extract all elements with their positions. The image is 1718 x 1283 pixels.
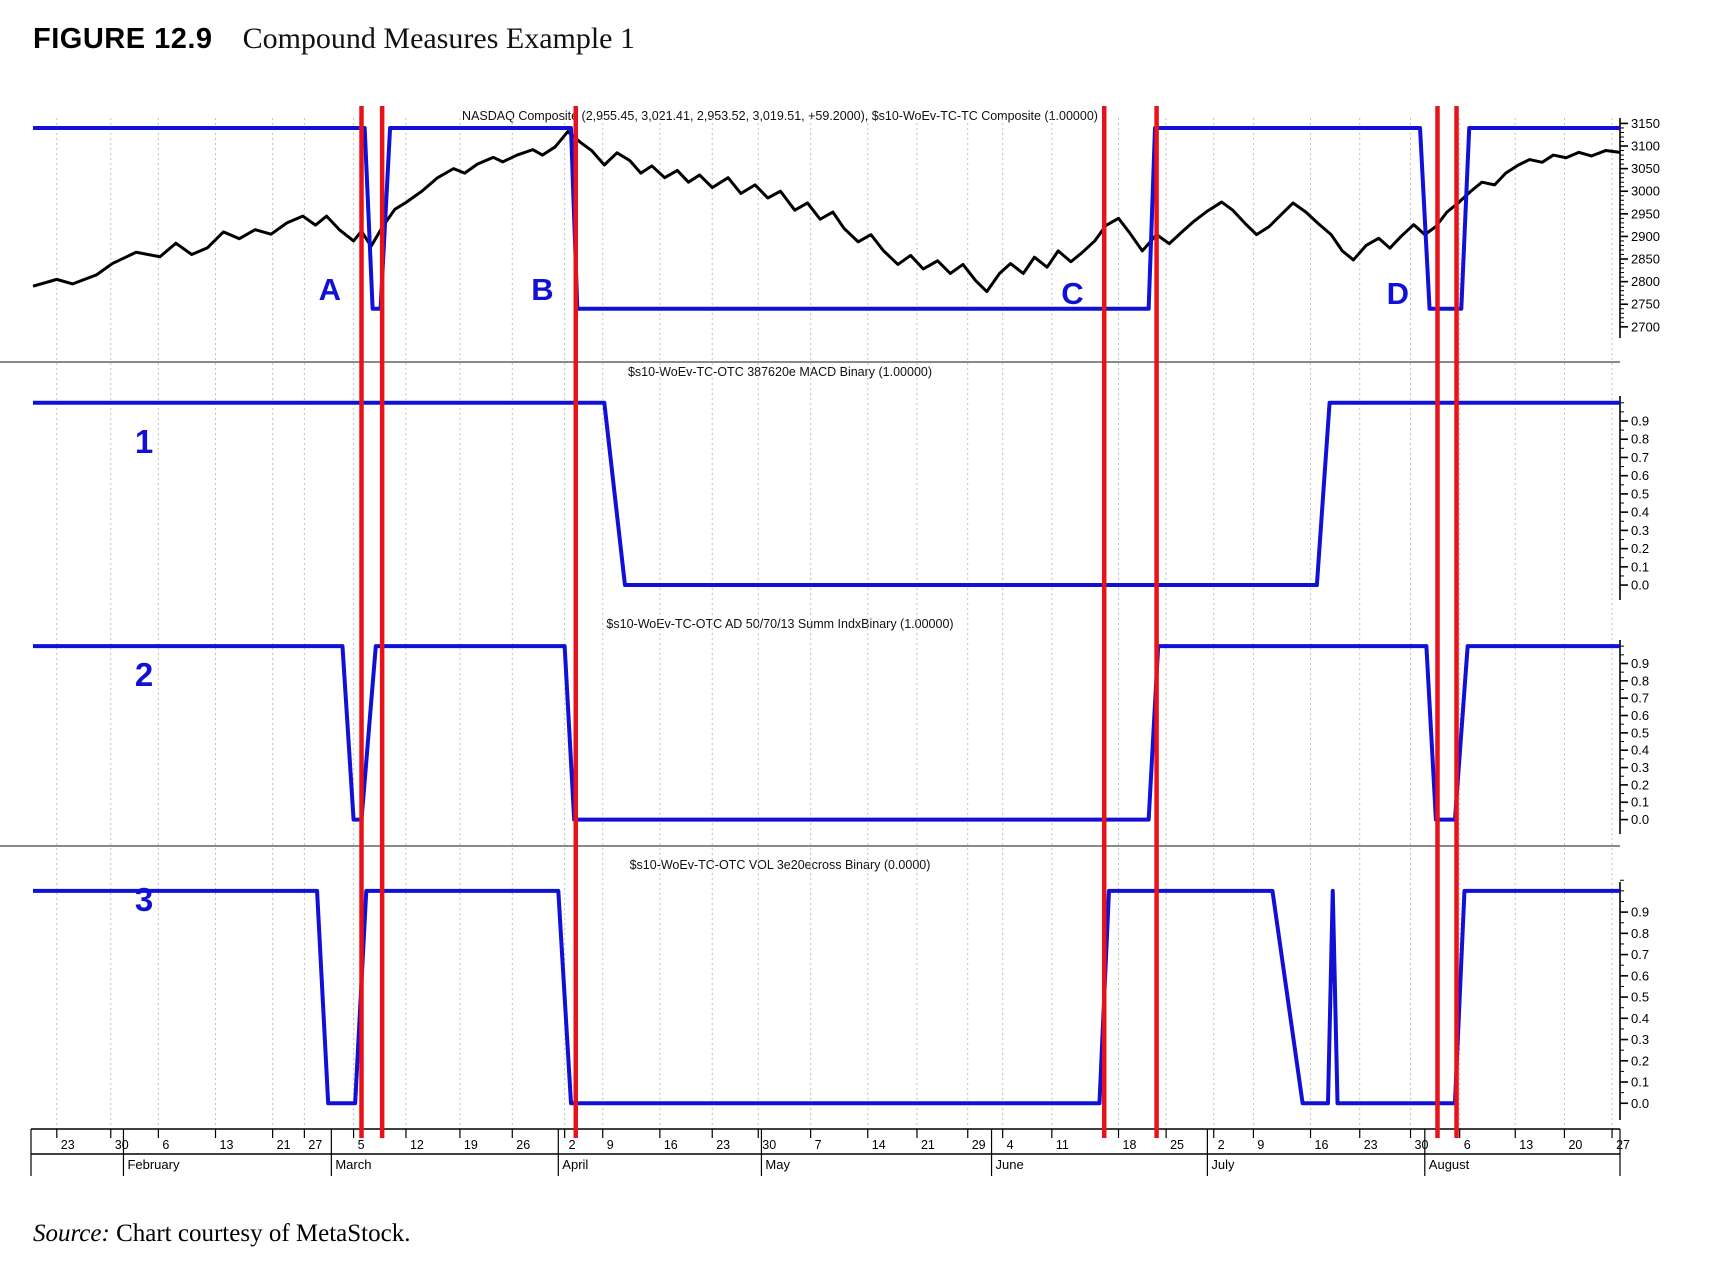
panel-label-macd: $s10-WoEv-TC-OTC 387620e MACD Binary (1.…	[627, 365, 933, 379]
svg-text:1: 1	[135, 423, 153, 460]
svg-text:March: March	[335, 1157, 371, 1172]
svg-text:19: 19	[464, 1138, 478, 1152]
svg-text:0.4: 0.4	[1631, 505, 1649, 520]
source-text: Chart courtesy of MetaStock.	[109, 1220, 411, 1247]
svg-text:C: C	[1061, 276, 1083, 311]
svg-text:2: 2	[569, 1138, 576, 1152]
svg-text:0.8: 0.8	[1631, 673, 1649, 688]
svg-text:0.2: 0.2	[1631, 1053, 1649, 1068]
svg-text:0.9: 0.9	[1631, 905, 1649, 920]
svg-text:3050: 3050	[1631, 161, 1660, 176]
svg-text:0.6: 0.6	[1631, 968, 1649, 983]
svg-text:6: 6	[1464, 1138, 1471, 1152]
svg-text:3100: 3100	[1631, 139, 1660, 154]
svg-text:February: February	[127, 1157, 180, 1172]
svg-text:16: 16	[1315, 1138, 1329, 1152]
svg-text:23: 23	[1364, 1138, 1378, 1152]
svg-text:12: 12	[410, 1138, 424, 1152]
svg-text:14: 14	[872, 1138, 886, 1152]
svg-text:B: B	[531, 272, 553, 307]
svg-text:2950: 2950	[1631, 206, 1660, 221]
svg-text:0.5: 0.5	[1631, 990, 1649, 1005]
svg-text:20: 20	[1568, 1138, 1582, 1152]
svg-text:30: 30	[1415, 1138, 1429, 1152]
svg-text:23: 23	[61, 1138, 75, 1152]
svg-text:30: 30	[762, 1138, 776, 1152]
svg-text:August: August	[1429, 1157, 1470, 1172]
svg-text:0.4: 0.4	[1631, 743, 1649, 758]
svg-text:3: 3	[135, 881, 153, 918]
svg-text:0.5: 0.5	[1631, 725, 1649, 740]
panel-label-price: NASDAQ Composite (2,955.45, 3,021.41, 2,…	[462, 109, 1098, 123]
svg-text:0.1: 0.1	[1631, 1075, 1649, 1090]
svg-text:26: 26	[516, 1138, 530, 1152]
svg-text:27: 27	[308, 1138, 322, 1152]
svg-text:May: May	[765, 1157, 790, 1172]
svg-text:0.2: 0.2	[1631, 541, 1649, 556]
figure-label: FIGURE 12.9	[33, 23, 213, 55]
svg-text:0.3: 0.3	[1631, 760, 1649, 775]
svg-text:D: D	[1387, 276, 1409, 311]
svg-text:3000: 3000	[1631, 184, 1660, 199]
svg-text:0.3: 0.3	[1631, 1032, 1649, 1047]
svg-text:23: 23	[716, 1138, 730, 1152]
svg-text:16: 16	[664, 1138, 678, 1152]
svg-text:21: 21	[277, 1138, 291, 1152]
figure-title: Compound Measures Example 1	[242, 22, 635, 55]
source-prefix: Source:	[33, 1220, 110, 1247]
svg-text:2: 2	[1218, 1138, 1225, 1152]
svg-text:29: 29	[972, 1138, 986, 1152]
svg-text:13: 13	[220, 1138, 234, 1152]
svg-text:25: 25	[1170, 1138, 1184, 1152]
svg-text:2900: 2900	[1631, 229, 1660, 244]
svg-text:0.2: 0.2	[1631, 777, 1649, 792]
svg-text:18: 18	[1123, 1138, 1137, 1152]
svg-text:July: July	[1211, 1157, 1235, 1172]
svg-text:9: 9	[1257, 1138, 1264, 1152]
svg-text:27: 27	[1616, 1138, 1630, 1152]
svg-text:0.5: 0.5	[1631, 486, 1649, 501]
svg-text:30: 30	[115, 1138, 129, 1152]
svg-text:0.7: 0.7	[1631, 450, 1649, 465]
svg-text:0.1: 0.1	[1631, 559, 1649, 574]
svg-text:2850: 2850	[1631, 252, 1660, 267]
panel-label-vol: $s10-WoEv-TC-OTC VOL 3e20ecross Binary (…	[629, 858, 931, 872]
svg-text:April: April	[562, 1157, 588, 1172]
svg-text:7: 7	[815, 1138, 822, 1152]
svg-text:2700: 2700	[1631, 319, 1660, 334]
svg-text:A: A	[319, 272, 341, 307]
svg-text:3150: 3150	[1631, 116, 1660, 131]
svg-text:0.9: 0.9	[1631, 413, 1649, 428]
svg-text:0.0: 0.0	[1631, 578, 1649, 593]
svg-text:4: 4	[1007, 1138, 1014, 1152]
svg-text:21: 21	[921, 1138, 935, 1152]
svg-text:2: 2	[135, 656, 153, 693]
svg-text:0.7: 0.7	[1631, 691, 1649, 706]
svg-text:11: 11	[1056, 1138, 1069, 1152]
svg-text:June: June	[996, 1157, 1024, 1172]
svg-text:0.1: 0.1	[1631, 795, 1649, 810]
svg-text:0.6: 0.6	[1631, 468, 1649, 483]
svg-text:0.6: 0.6	[1631, 708, 1649, 723]
svg-text:0.3: 0.3	[1631, 523, 1649, 538]
source-line: Source: Chart courtesy of MetaStock.	[33, 1220, 1718, 1248]
svg-text:13: 13	[1519, 1138, 1533, 1152]
svg-text:0.8: 0.8	[1631, 926, 1649, 941]
svg-text:0.4: 0.4	[1631, 1011, 1649, 1026]
svg-text:6: 6	[162, 1138, 169, 1152]
chart-figure: NASDAQ Composite (2,955.45, 3,021.41, 2,…	[0, 106, 1718, 1186]
svg-text:0.8: 0.8	[1631, 432, 1649, 447]
svg-text:9: 9	[607, 1138, 614, 1152]
svg-text:0.0: 0.0	[1631, 812, 1649, 827]
panel-label-ad-summ: $s10-WoEv-TC-OTC AD 50/70/13 Summ IndxBi…	[606, 617, 954, 631]
svg-text:0.9: 0.9	[1631, 656, 1649, 671]
chart-canvas: 2700275028002850290029503000305031003150…	[0, 106, 1660, 1176]
svg-text:2750: 2750	[1631, 297, 1660, 312]
svg-text:5: 5	[358, 1138, 365, 1152]
svg-text:2800: 2800	[1631, 274, 1660, 289]
figure-title-row: FIGURE 12.9 Compound Measures Example 1	[0, 0, 1718, 56]
svg-text:0.7: 0.7	[1631, 947, 1649, 962]
svg-text:0.0: 0.0	[1631, 1096, 1649, 1111]
